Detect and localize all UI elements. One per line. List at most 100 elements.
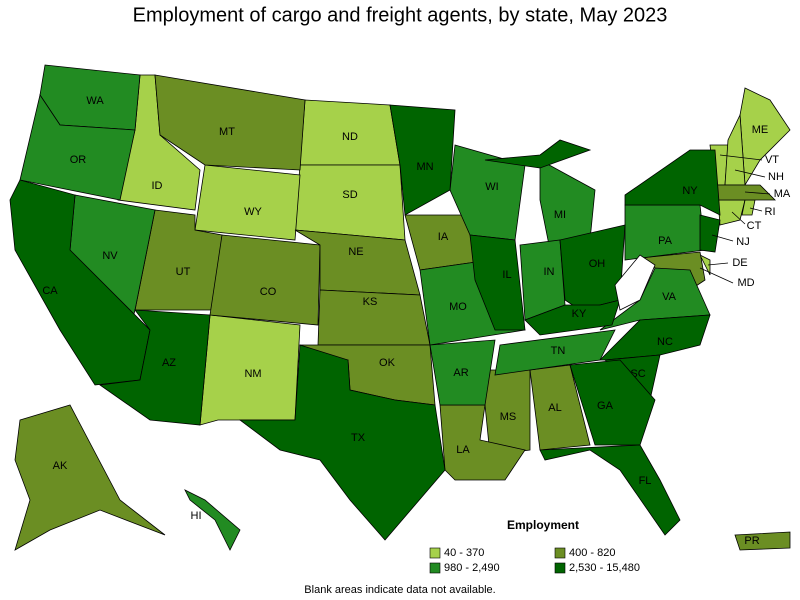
state-label: KY — [572, 308, 587, 320]
state-label: ID — [152, 180, 163, 192]
state-label: ME — [752, 124, 769, 136]
state-shape — [184, 489, 241, 551]
state-shape — [699, 254, 711, 276]
leader-line — [707, 262, 729, 266]
leader-line — [711, 234, 734, 242]
legend-title: Employment — [507, 518, 579, 532]
state-label: RI — [765, 206, 776, 218]
class-group: CA AZ TX MN IL OH KY NY NJ NC SC GA FL — [9, 104, 750, 541]
legend-label: 2,530 - 15,480 — [569, 562, 640, 574]
state-label: MT — [219, 126, 235, 138]
state-label: CO — [260, 286, 277, 298]
state-label: UT — [176, 266, 191, 278]
state-shape — [624, 204, 706, 261]
state-label: PA — [658, 235, 673, 247]
state-label: WY — [244, 206, 262, 218]
state-label: PR — [744, 535, 759, 547]
state-shape — [194, 164, 301, 241]
state-label: MS — [500, 411, 517, 423]
leader-line — [734, 169, 766, 178]
state-shape — [294, 164, 406, 241]
state-label: MD — [737, 277, 754, 289]
state-label: AZ — [162, 357, 176, 369]
class-group: MT UT CO NE KS IA OK MS AL LA AK MA MD P… — [14, 74, 791, 551]
state-label: MN — [416, 161, 433, 173]
state-shape — [624, 149, 721, 216]
state-shape — [717, 199, 746, 226]
state-label: WI — [485, 181, 498, 193]
state-shape — [98, 309, 211, 426]
state-label: FL — [639, 475, 652, 487]
legend-swatch — [554, 562, 566, 574]
leader-line — [744, 191, 771, 195]
state-label: NC — [657, 336, 673, 348]
state-label: TN — [551, 345, 566, 357]
state-label: NY — [682, 185, 698, 197]
state-shape — [569, 359, 656, 446]
state-label: IN — [544, 266, 555, 278]
state-label: ND — [342, 131, 358, 143]
map-title: Employment of cargo and freight agents, … — [133, 4, 668, 26]
legend-swatch — [554, 547, 566, 559]
state-shape — [154, 74, 306, 171]
legend-swatch — [429, 562, 441, 574]
leader-line — [699, 267, 734, 284]
state-label: NE — [348, 246, 363, 258]
footnote: Blank areas indicate data not available. — [304, 584, 495, 596]
state-label: CT — [747, 220, 762, 232]
state-label: KS — [363, 296, 378, 308]
class-group: WA OR NV WI MI IN MO AR TN VA PA HI — [19, 64, 711, 551]
state-label: OH — [589, 258, 606, 270]
state-label: NM — [244, 368, 261, 380]
state-label: GA — [597, 400, 614, 412]
state-label: NH — [768, 171, 784, 183]
leader-lines — [699, 154, 771, 284]
state-label: AR — [453, 367, 468, 379]
state-label: WA — [86, 95, 104, 107]
state-label: CA — [42, 285, 58, 297]
state-shape — [389, 104, 456, 216]
state-shape — [209, 234, 321, 326]
state-shape-blank — [614, 254, 656, 311]
legend-swatch — [429, 547, 441, 559]
state-label: IA — [438, 231, 449, 243]
state-label: NJ — [736, 236, 749, 248]
state-shape — [734, 531, 791, 551]
legend-label: 40 - 370 — [444, 547, 484, 559]
state-label: TX — [351, 432, 366, 444]
state-label: AL — [548, 402, 561, 414]
state-label: OK — [379, 357, 396, 369]
class-group: ID ND SD WY NM ME VT NH CT RI DE — [117, 74, 791, 426]
state-shape — [539, 444, 681, 536]
state-label: DE — [732, 257, 747, 269]
state-shape — [14, 404, 166, 551]
state-shape — [714, 184, 776, 201]
state-label: HI — [191, 510, 202, 522]
state-label: IL — [502, 269, 511, 281]
leader-line — [719, 154, 763, 161]
state-shape — [439, 404, 526, 481]
leader-line — [731, 211, 746, 225]
state-shape — [429, 339, 496, 406]
state-shape — [699, 214, 721, 253]
legend-label: 400 - 820 — [569, 547, 615, 559]
state-label: NV — [102, 250, 118, 262]
state-label: MA — [774, 188, 791, 200]
state-shape — [469, 234, 526, 331]
state-label: MO — [449, 301, 467, 313]
state-label: LA — [456, 444, 470, 456]
state-label: VA — [662, 291, 677, 303]
legend-label: 980 - 2,490 — [444, 562, 500, 574]
state-label: MI — [554, 209, 566, 221]
state-label: VT — [765, 154, 779, 166]
state-label: SD — [342, 189, 357, 201]
state-shape — [238, 344, 446, 541]
leader-line — [749, 207, 763, 212]
legend: 40 - 370 400 - 820 980 - 2,490 2,530 - 15,4… — [429, 547, 640, 574]
state-shape — [484, 139, 592, 169]
state-label: OR — [70, 154, 87, 166]
state-label: AK — [53, 460, 68, 472]
state-shape — [19, 94, 136, 201]
state-shape — [529, 364, 591, 451]
